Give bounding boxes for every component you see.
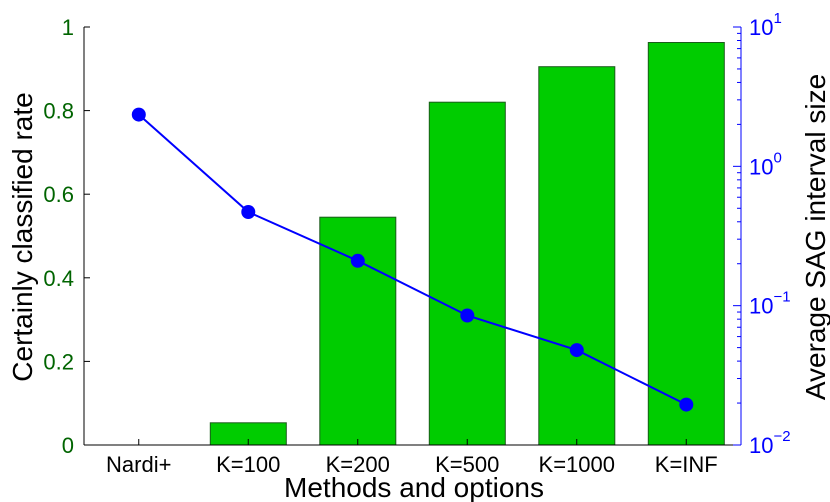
x-tick-label: K=200	[326, 452, 390, 477]
line-point-5	[679, 397, 694, 412]
x-tick-label: K=100	[216, 452, 280, 477]
left-tick-label: 0.2	[43, 349, 74, 374]
line-point-1	[241, 205, 256, 219]
left-tick-label: 1	[62, 15, 74, 40]
line-series	[131, 107, 694, 412]
bar-4	[538, 66, 616, 446]
axes	[83, 27, 742, 446]
line-path	[138, 113, 687, 406]
bars	[209, 42, 725, 446]
bar-5	[647, 42, 725, 446]
tick-labels: 0 0.2 0.4 0.6 0.8 1 10−2 10−1 100 101 Nardi+ K=100 K…	[43, 10, 790, 477]
x-tick-label: K=INF	[655, 452, 718, 477]
left-tick-label: 0.4	[43, 266, 74, 291]
line-point-2	[350, 253, 365, 268]
bar-3	[428, 101, 506, 446]
left-axis-title: Certainly classified rate	[7, 92, 38, 381]
right-tick-label: 101	[749, 10, 782, 40]
x-tick-label: K=1000	[539, 452, 615, 477]
line-point-3	[460, 308, 475, 323]
x-tick-label: K=500	[435, 452, 499, 477]
left-tick-label: 0	[62, 433, 74, 458]
line-point-4	[569, 343, 584, 358]
bar-2	[319, 216, 397, 446]
line-point-0	[131, 107, 146, 122]
right-axis-title: Average SAG interval size	[800, 74, 830, 400]
left-tick-label: 0.6	[43, 182, 74, 207]
right-tick-label: 100	[749, 149, 782, 179]
x-axis-title: Methods and options	[284, 472, 544, 502]
right-tick-label: 10−1	[749, 289, 791, 319]
left-tick-label: 0.8	[43, 99, 74, 124]
right-tick-label: 10−2	[749, 428, 791, 458]
x-tick-label: Nardi+	[106, 452, 171, 477]
